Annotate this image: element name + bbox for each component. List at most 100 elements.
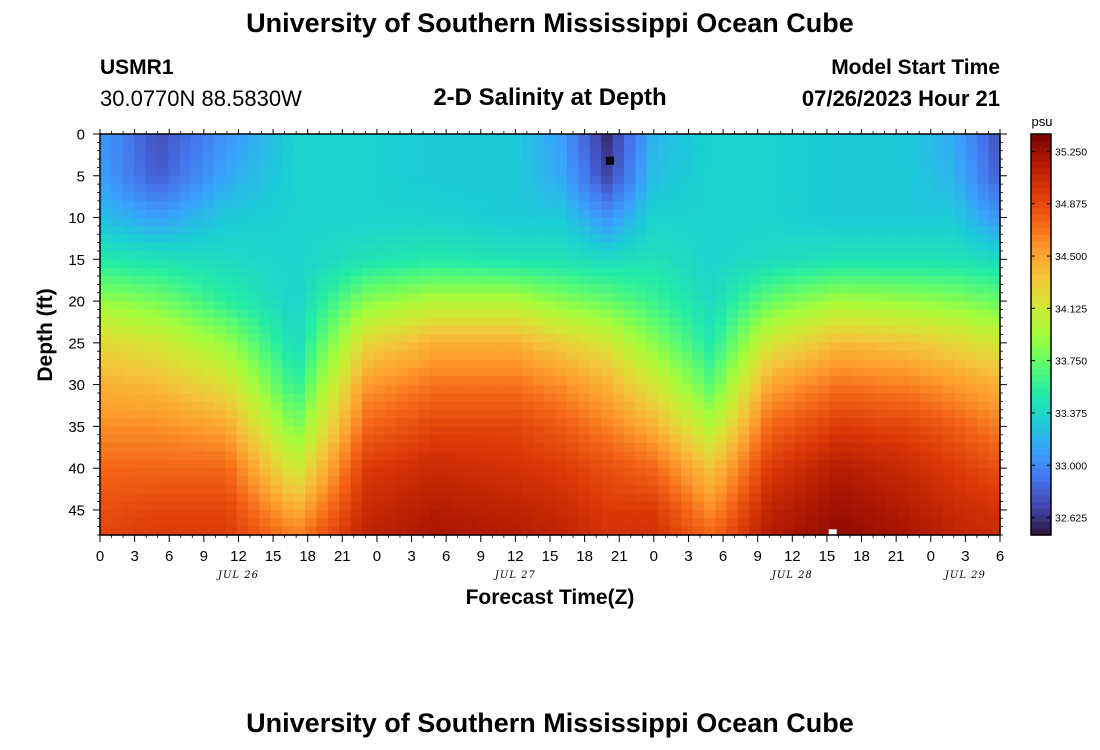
- heatmap-cell: [168, 501, 181, 511]
- heatmap-cell: [829, 443, 842, 453]
- heatmap-cell: [293, 434, 306, 444]
- heatmap-cell: [863, 334, 876, 344]
- heatmap-cell: [327, 175, 340, 185]
- heatmap-cell: [931, 434, 944, 444]
- heatmap-cell: [191, 434, 204, 444]
- heatmap-cell: [134, 301, 147, 311]
- heatmap-cell: [749, 418, 762, 427]
- heatmap-cell: [692, 142, 705, 152]
- heatmap-cell: [851, 334, 864, 344]
- heatmap-cell: [601, 409, 614, 419]
- heatmap-cell: [567, 342, 580, 352]
- heatmap-cell: [669, 167, 682, 177]
- heatmap-cell: [806, 150, 819, 160]
- heatmap-cell: [464, 301, 477, 311]
- heatmap-cell: [646, 376, 659, 386]
- heatmap-cell: [225, 142, 238, 152]
- heatmap-cell: [931, 484, 944, 494]
- heatmap-cell: [464, 392, 477, 402]
- heatmap-cell: [840, 418, 853, 427]
- heatmap-cell: [339, 159, 352, 169]
- heatmap-cell: [715, 409, 728, 419]
- heatmap-cell: [601, 376, 614, 386]
- colorbar-cell: [1031, 321, 1051, 329]
- heatmap-cell: [339, 192, 352, 202]
- heatmap-cell: [658, 334, 671, 344]
- heatmap-cell: [134, 200, 147, 210]
- heatmap-cell: [920, 326, 933, 336]
- heatmap-cell: [316, 159, 329, 169]
- heatmap-cell: [612, 367, 625, 377]
- heatmap-cell: [703, 526, 716, 536]
- heatmap-cell: [829, 175, 842, 185]
- heatmap-cell: [817, 434, 830, 444]
- heatmap-cell: [532, 501, 545, 511]
- y-tick-label: 5: [77, 168, 85, 185]
- heatmap-cell: [327, 443, 340, 453]
- heatmap-cell: [783, 184, 796, 194]
- heatmap-cell: [259, 509, 272, 519]
- heatmap-cell: [213, 468, 226, 478]
- heatmap-cell: [248, 175, 261, 185]
- heatmap-cell: [202, 309, 215, 319]
- heatmap-cell: [772, 309, 785, 319]
- heatmap-cell: [510, 526, 523, 536]
- heatmap-cell: [100, 250, 112, 260]
- heatmap-cell: [100, 242, 112, 252]
- heatmap-cell: [658, 276, 671, 285]
- heatmap-cell: [418, 301, 431, 311]
- heatmap-cell: [168, 434, 181, 444]
- heatmap-cell: [851, 309, 864, 319]
- heatmap-cell: [327, 351, 340, 361]
- heatmap-cell: [692, 309, 705, 319]
- heatmap-cell: [396, 150, 409, 160]
- heatmap-cell: [920, 468, 933, 478]
- heatmap-cell: [931, 509, 944, 519]
- heatmap-cell: [259, 434, 272, 444]
- heatmap-cell: [293, 509, 306, 519]
- heatmap-cell: [248, 326, 261, 336]
- heatmap-cell: [384, 217, 397, 227]
- heatmap-cell: [749, 509, 762, 519]
- heatmap-cell: [669, 259, 682, 269]
- heatmap-cell: [430, 526, 443, 536]
- heatmap-cell: [601, 200, 614, 210]
- heatmap-cell: [965, 217, 978, 227]
- heatmap-cell: [544, 493, 557, 503]
- heatmap-cell: [726, 259, 739, 269]
- heatmap-cell: [441, 501, 454, 511]
- heatmap-cell: [658, 418, 671, 427]
- heatmap-cell: [145, 526, 158, 536]
- heatmap-cell: [886, 367, 899, 377]
- heatmap-cell: [988, 175, 1001, 185]
- heatmap-cell: [134, 451, 147, 461]
- heatmap-cell: [510, 384, 523, 394]
- heatmap-cell: [715, 468, 728, 478]
- heatmap-cell: [943, 501, 956, 511]
- heatmap-cell: [191, 250, 204, 260]
- heatmap-cell: [259, 225, 272, 235]
- heatmap-cell: [100, 301, 112, 311]
- heatmap-cell: [601, 443, 614, 453]
- colorbar-tick-label: 33.375: [1055, 408, 1087, 420]
- heatmap-cell: [692, 384, 705, 394]
- heatmap-cell: [931, 418, 944, 427]
- heatmap-cell: [270, 334, 283, 344]
- heatmap-cell: [601, 234, 614, 244]
- heatmap-cell: [783, 150, 796, 160]
- heatmap-cell: [589, 167, 602, 177]
- heatmap-cell: [248, 409, 261, 419]
- heatmap-cell: [373, 167, 386, 177]
- x-tick-label: 15: [819, 548, 836, 565]
- heatmap-cell: [840, 267, 853, 277]
- heatmap-cell: [179, 200, 192, 210]
- heatmap-cell: [829, 409, 842, 419]
- heatmap-cell: [191, 259, 204, 269]
- heatmap-cell: [897, 401, 910, 411]
- heatmap-cell: [407, 509, 420, 519]
- heatmap-cell: [373, 267, 386, 277]
- heatmap-cell: [418, 443, 431, 453]
- heatmap-cell: [749, 476, 762, 486]
- heatmap-cell: [988, 493, 1001, 503]
- heatmap-cell: [612, 459, 625, 469]
